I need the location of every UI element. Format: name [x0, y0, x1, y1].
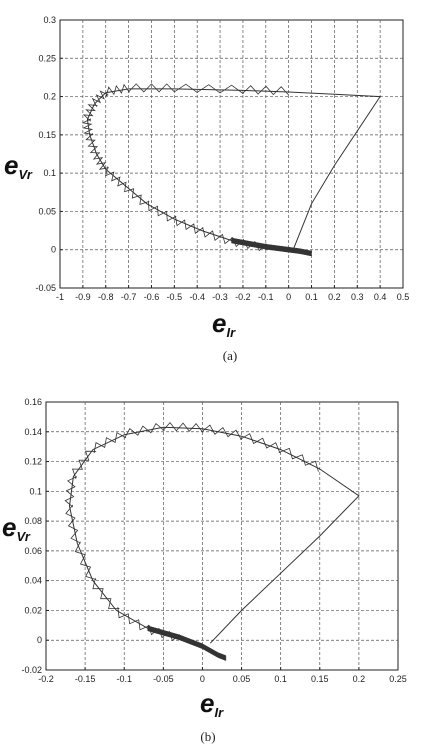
chart-a-x-tick-label: -0.8	[98, 292, 114, 302]
chart-b-x-tick-label: 0.1	[274, 674, 287, 684]
chart-b-x-tick-label: -0.05	[153, 674, 174, 684]
chart-a-x-tick-label: -0.3	[212, 292, 228, 302]
chart-b-y-tick-label: 0.14	[24, 427, 42, 437]
chart-a-x-ticks: -1 -0.9 -0.8 -0.7 -0.6 -0.5 -0.4 -0.3 -0.2 -0.1 0 0…	[56, 285, 409, 302]
chart-b-x-tick-label: 0	[200, 674, 205, 684]
chart-b-y-tick-label: 0.08	[24, 516, 42, 526]
chart-a-y-ticks: -0.05 0 0.05 0.1 0.15 0.2 0.25 0.3	[35, 15, 63, 293]
chart-b-y-tick-label: 0.1	[29, 486, 42, 496]
chart-a-end-cluster	[231, 237, 312, 257]
chart-b-plot-area	[45, 401, 399, 671]
chart-a-xlabel: eIr	[212, 308, 236, 340]
chart-a-y-tick-label: 0.05	[38, 206, 56, 216]
chart-a-y-tick-label: 0.15	[38, 130, 56, 140]
chart-b-y-tick-label: -0.02	[21, 665, 42, 675]
chart-a-y-tick-label: 0.25	[38, 53, 56, 63]
chart-b-xlabel: eIr	[200, 688, 224, 720]
chart-b-ylabel-main: e	[2, 512, 16, 542]
chart-a-y-tick-label: -0.05	[35, 283, 56, 293]
chart-b-x-tick-label: 0.25	[389, 674, 407, 684]
chart-a-x-tick-label: 0.3	[351, 292, 364, 302]
chart-b-caption: (b)	[200, 729, 215, 744]
chart-a-x-tick-label: -0.5	[167, 292, 183, 302]
chart-b-x-tick-label: 0.05	[233, 674, 251, 684]
chart-a-x-tick-label: -0.9	[75, 292, 91, 302]
chart-a-xlabel-sub: Ir	[226, 325, 236, 340]
chart-b-y-ticks: -0.02 0 0.02 0.04 0.06 0.08 0.1 0.12 0.14 0.16	[21, 397, 49, 675]
chart-a-x-tick-label: 0.1	[305, 292, 318, 302]
chart-b-x-tick-label: 0.2	[353, 674, 366, 684]
chart-a: -1 -0.9 -0.8 -0.7 -0.6 -0.5 -0.4 -0.3 -0.2 -0.1 0 0…	[4, 15, 409, 363]
chart-a-y-tick-label: 0.2	[43, 92, 56, 102]
chart-b-y-tick-label: 0	[37, 635, 42, 645]
chart-a-ylabel-main: e	[4, 150, 18, 180]
chart-a-y-tick-label: 0	[51, 245, 56, 255]
chart-a-x-tick-label: -0.2	[235, 292, 251, 302]
chart-b-x-ticks: -0.2 -0.15 -0.1 -0.05 0 0.05 0.1 0.15 0.2 0.25	[38, 667, 407, 684]
chart-b-ylabel-sub: Vr	[16, 529, 30, 544]
chart-b-y-tick-label: 0.04	[24, 576, 42, 586]
chart-a-x-tick-label: 0.5	[397, 292, 410, 302]
chart-b-x-tick-label: 0.15	[311, 674, 329, 684]
chart-a-x-tick-label: -0.1	[258, 292, 274, 302]
chart-b-y-tick-label: 0.06	[24, 546, 42, 556]
chart-a-ylabel: eVr	[4, 150, 33, 182]
chart-b: -0.2 -0.15 -0.1 -0.05 0 0.05 0.1 0.15 0.2 0.25 -0…	[2, 397, 407, 744]
chart-b-x-tick-label: -0.2	[38, 674, 54, 684]
chart-b-y-tick-label: 0.12	[24, 457, 42, 467]
chart-a-y-tick-label: 0.3	[43, 15, 56, 25]
chart-a-x-tick-label: 0.2	[328, 292, 341, 302]
chart-b-x-tick-label: -0.15	[75, 674, 96, 684]
chart-a-x-tick-label: -0.6	[144, 292, 160, 302]
chart-a-y-tick-label: 0.1	[43, 168, 56, 178]
chart-b-end-cluster	[147, 625, 227, 661]
chart-a-x-tick-label: -0.7	[121, 292, 137, 302]
chart-b-y-tick-label: 0.16	[24, 397, 42, 407]
chart-a-x-tick-label: 0	[286, 292, 291, 302]
chart-a-xlabel-main: e	[212, 308, 226, 338]
chart-a-x-tick-label: -0.4	[189, 292, 205, 302]
chart-a-zigzag-band	[81, 83, 289, 252]
chart-b-y-tick-label: 0.02	[24, 605, 42, 615]
chart-b-zigzag-band	[64, 421, 319, 642]
chart-a-x-tick-label: 0.4	[374, 292, 387, 302]
chart-a-x-tick-label: -1	[56, 292, 64, 302]
chart-a-grid	[60, 20, 403, 288]
chart-a-plot-area	[59, 19, 404, 289]
chart-b-x-tick-label: -0.1	[116, 674, 132, 684]
chart-b-xlabel-main: e	[200, 688, 214, 718]
chart-a-caption: (a)	[223, 348, 237, 363]
chart-b-ylabel: eVr	[2, 512, 31, 544]
chart-a-ylabel-sub: Vr	[18, 167, 32, 182]
chart-b-xlabel-sub: Ir	[214, 705, 224, 720]
chart-b-grid	[46, 402, 398, 670]
